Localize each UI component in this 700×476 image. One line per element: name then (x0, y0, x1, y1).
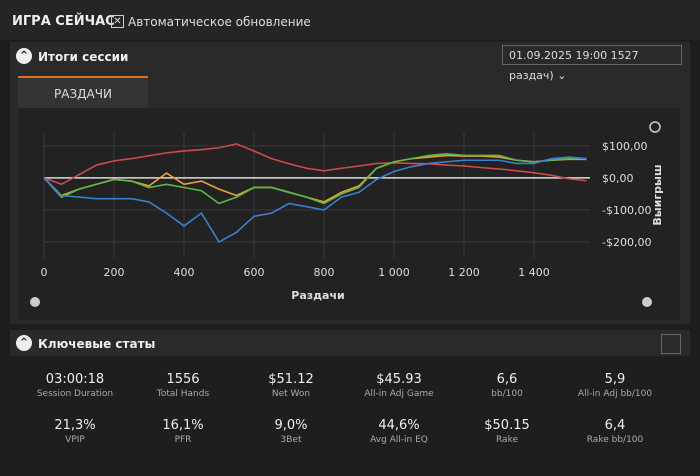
stat-value: $50.15 (484, 418, 530, 433)
stat-label: PFR (174, 435, 192, 445)
stat-value: 5,9 (604, 372, 626, 387)
stat-label: Rake bb/100 (586, 435, 644, 445)
x-tick-label: 1 000 (378, 266, 410, 279)
top-bar (0, 0, 700, 40)
stat-value: $51.12 (268, 372, 314, 387)
stat-label: VPIP (65, 435, 85, 445)
stat-label: All-in Adj Game (364, 389, 434, 399)
y-tick-label: -$100,00 (602, 204, 651, 217)
stat: $45.93 All-in Adj Game (344, 372, 454, 399)
x-tick-label: 400 (174, 266, 195, 279)
stats-header (10, 330, 690, 356)
stat-value: 03:00:18 (45, 372, 105, 387)
stat-label: Rake (496, 435, 518, 445)
stat-value: 44,6% (378, 418, 420, 433)
stat-label: Session Duration (36, 389, 114, 399)
y-axis-label: Выигрыш (651, 164, 664, 225)
stat: 21,3% VPIP (20, 418, 130, 445)
stat-label: bb/100 (491, 389, 523, 399)
stat: $51.12 Net Won (236, 372, 346, 399)
stat-label: All-in Adj bb/100 (577, 389, 653, 399)
stat-value: 9,0% (274, 418, 308, 433)
stat-label: Avg All-in EQ (370, 435, 428, 445)
page-title: ИГРА СЕЙЧАС (12, 14, 115, 29)
stat: 9,0% 3Bet (236, 418, 346, 445)
stat-label: 3Bet (280, 435, 302, 445)
checkbox-label[interactable]: Автоматическое обновление (128, 15, 311, 29)
info-icon[interactable] (642, 297, 652, 307)
chart-area (18, 108, 680, 320)
zoom-icon[interactable] (649, 121, 661, 133)
x-tick-label: 200 (104, 266, 125, 279)
panel-title: Ключевые статы (38, 337, 156, 351)
stat: 6,4 Rake bb/100 (560, 418, 670, 445)
x-tick-label: 1 400 (518, 266, 550, 279)
stat: 5,9 All-in Adj bb/100 (560, 372, 670, 399)
collapse-button[interactable]: ^ (16, 335, 32, 351)
layout-button[interactable] (661, 334, 681, 354)
x-tick-label: 600 (244, 266, 265, 279)
panel-title: Итоги сессии (38, 50, 129, 64)
stat-value: 6,6 (496, 372, 518, 387)
stat-value: 21,3% (54, 418, 96, 433)
stat-value: 1556 (166, 372, 200, 387)
stat: 16,1% PFR (128, 418, 238, 445)
stat: $50.15 Rake (452, 418, 562, 445)
stat: 1556 Total Hands (128, 372, 238, 399)
series-line (43, 154, 587, 203)
stat: 6,6 bb/100 (452, 372, 562, 399)
stat-value: 6,4 (604, 418, 626, 433)
series-line (43, 143, 587, 186)
settings-icon[interactable] (30, 297, 40, 307)
series-line (43, 156, 587, 244)
y-tick-label: $0,00 (602, 172, 634, 185)
series-line (43, 153, 587, 205)
checkbox[interactable]: ✕ (111, 15, 124, 28)
y-tick-label: -$200,00 (602, 236, 651, 249)
x-tick-label: 0 (41, 266, 48, 279)
tab[interactable]: РАЗДАЧИ (18, 76, 148, 110)
collapse-button[interactable]: ^ (16, 48, 32, 64)
x-axis-label: Раздачи (291, 289, 344, 302)
x-tick-label: 1 200 (448, 266, 480, 279)
stat: 03:00:18 Session Duration (20, 372, 130, 399)
stat-value: $45.93 (376, 372, 422, 387)
y-tick-label: $100,00 (602, 140, 648, 153)
stat-value: 16,1% (162, 418, 204, 433)
stat-label: Total Hands (156, 389, 210, 399)
dropdown-text: 01.09.2025 19:00 1527 раздач) (509, 49, 639, 82)
x-tick-label: 800 (314, 266, 335, 279)
stat: 44,6% Avg All-in EQ (344, 418, 454, 445)
stat-label: Net Won (271, 389, 311, 399)
session-dropdown[interactable]: 01.09.2025 19:00 1527 раздач) ⌄ (502, 45, 682, 82)
chart: Раздачи Выигрыш 0 200 400 600 800 1 000 1 200 1… (30, 121, 664, 307)
